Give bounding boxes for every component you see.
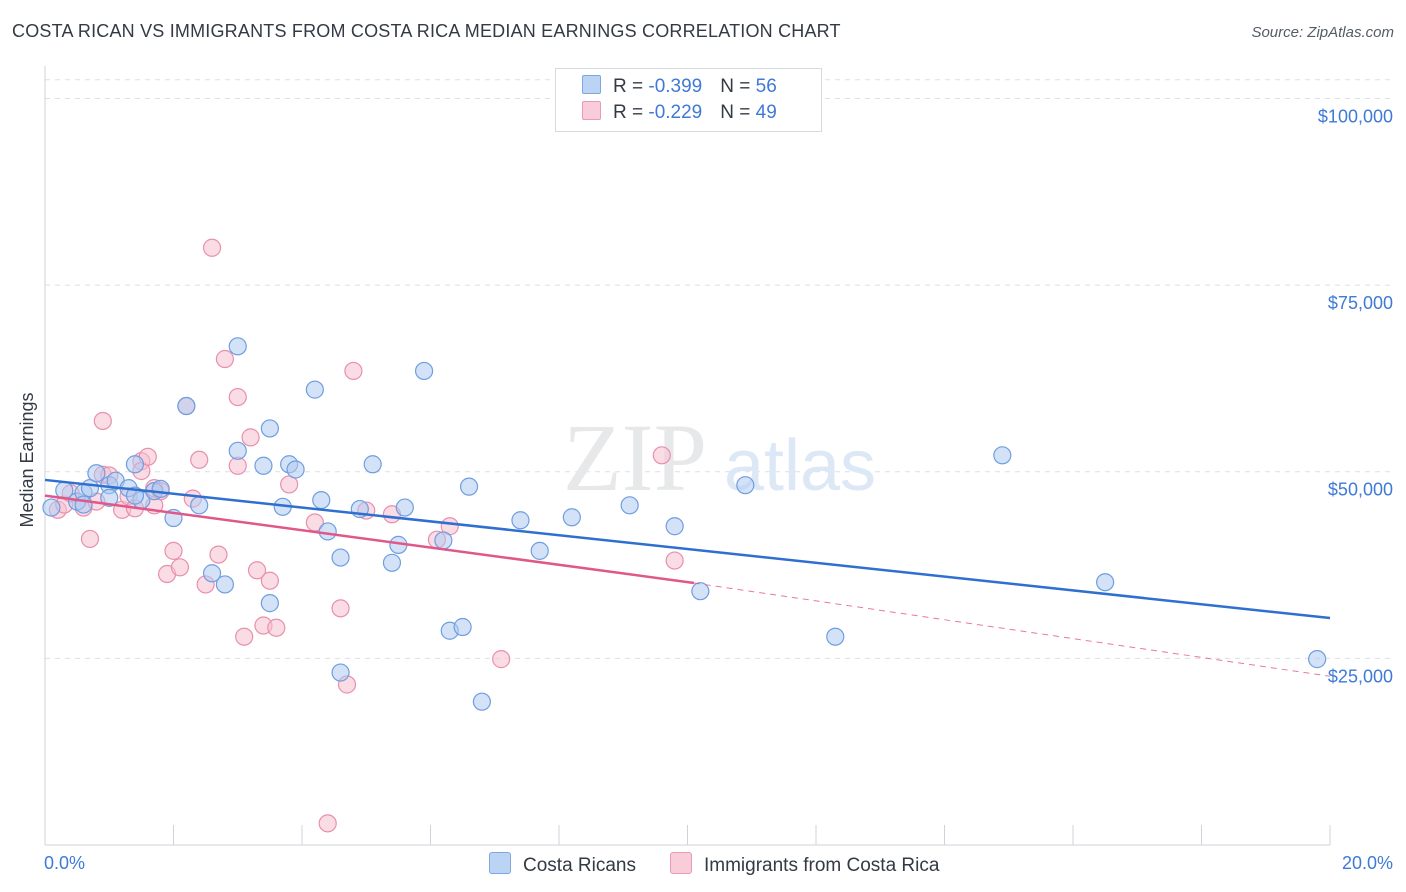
immigrant-point [331,599,350,618]
costa-rican-point [87,464,106,483]
immigrant-point [247,561,267,580]
immigrant-trend-extension [693,582,1331,677]
immigrant-point [241,428,260,447]
legend-swatch-pink [582,101,601,120]
costa-rican-point [331,548,350,567]
costa-rican-point [459,477,479,496]
immigrant-point [80,529,100,549]
x-tick-right: 20.0% [1342,853,1393,873]
legend-swatch-blue [489,852,511,874]
legend-row-costa-ricans: R = -0.399 N = 56 [582,75,777,101]
costa-rican-point [318,522,337,541]
source-label: Source: ZipAtlas.com [1251,24,1394,41]
y-tick-label: $25,000 [1328,666,1393,686]
immigrant-point [235,627,254,646]
grid-lines [45,79,1392,659]
chart-title: COSTA RICAN VS IMMIGRANTS FROM COSTA RIC… [12,21,841,41]
costa-rican-point [305,380,324,399]
immigrant-point [164,541,183,560]
immigrant-point [492,650,511,669]
costa-rican-point [1096,573,1115,592]
costa-rican-trend-line [44,478,1331,620]
legend-item-immigrants[interactable]: Immigrants from Costa Rica [670,852,939,877]
costa-rican-point [312,491,331,510]
immigrant-point [215,349,234,369]
legend-r-value: -0.229 [648,102,703,123]
costa-rican-point [177,396,196,416]
costa-rican-point [453,617,472,637]
costa-rican-point [125,486,145,505]
costa-rican-point [254,456,273,475]
costa-rican-point [993,446,1012,465]
costa-rican-point [286,460,305,479]
immigrant-point [318,814,337,833]
tick-labels: $25,000 $50,000 $75,000 $100,000 [1318,106,1393,686]
costa-rican-point [260,419,279,438]
y-axis-label: Median Earnings [17,392,37,527]
immigrant-trend-line [44,494,695,585]
immigrant-point [170,558,190,577]
legend-r-value: -0.399 [648,76,703,97]
pink-series-points [48,238,684,833]
legend-row-immigrants: R = -0.229 N = 49 [582,101,777,127]
costa-rican-point [691,582,710,601]
immigrant-point [652,446,671,465]
costa-rican-point [151,479,170,499]
legend-swatch-pink [670,852,692,874]
immigrant-point [190,450,209,469]
blue-series-points [42,337,1327,711]
costa-rican-point [363,455,382,474]
legend-n-value: 56 [755,76,777,97]
immigrant-point [202,238,222,257]
costa-rican-point [511,511,530,530]
immigrant-point [344,361,363,381]
costa-rican-point [100,488,119,507]
immigrant-point [665,551,684,570]
y-tick-label: $50,000 [1328,480,1393,500]
costa-rican-point [736,476,755,495]
costa-rican-point [202,564,222,583]
immigrant-point [267,618,286,637]
legend-n-value: 49 [755,102,777,123]
costa-rican-point [665,517,684,536]
costa-rican-point [42,498,61,517]
costa-rican-point [530,541,549,560]
x-tick-left: 0.0% [44,853,85,873]
costa-rican-point [562,508,581,527]
immigrant-point [209,545,228,564]
costa-rican-point [434,531,453,550]
y-tick-label: $100,000 [1318,106,1393,126]
costa-rican-point [74,495,93,514]
immigrant-point [228,387,247,407]
legend-item-costa-ricans[interactable]: Costa Ricans [489,852,636,877]
y-tick-label: $75,000 [1328,293,1393,313]
costa-rican-point [125,455,145,474]
costa-rican-point [228,441,247,460]
costa-rican-point [620,496,639,515]
immigrant-point [260,571,279,590]
costa-rican-point [826,627,845,646]
costa-rican-point [414,361,434,381]
costa-rican-point [331,663,350,682]
stats-legend: R = -0.399 N = 56 R = -0.229 N = 49 [555,68,822,132]
costa-rican-point [395,498,414,517]
trend-lines [44,478,1331,677]
immigrant-point [93,411,112,431]
axes [44,66,1331,846]
costa-rican-point [228,337,247,356]
costa-rican-point [382,553,402,572]
legend-swatch-blue [582,75,601,94]
costa-rican-point [190,496,209,515]
watermark-zip: ZIP [563,404,707,511]
costa-rican-point [472,692,491,711]
costa-rican-point [215,575,234,594]
costa-rican-point [260,594,279,613]
costa-rican-point [1308,650,1327,669]
